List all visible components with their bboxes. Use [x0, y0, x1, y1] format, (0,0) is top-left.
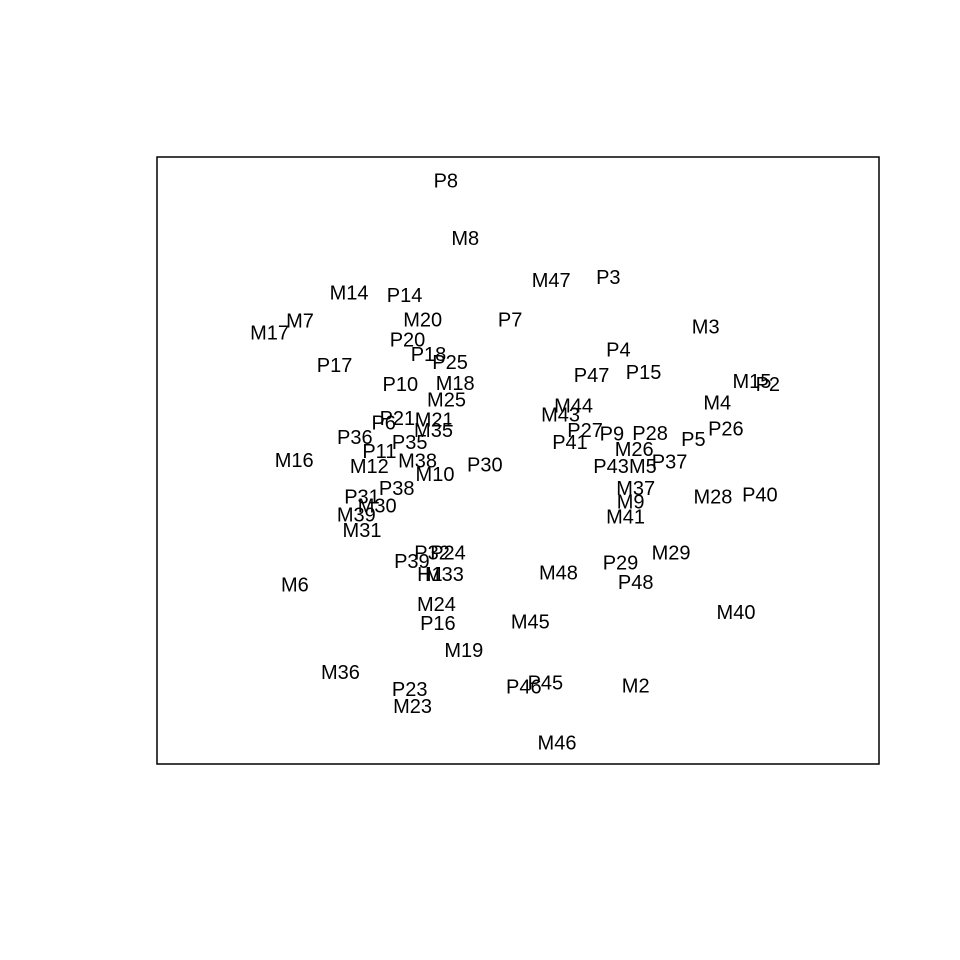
point-label-m5: M5 — [629, 456, 657, 478]
point-label-p24: P24 — [430, 542, 466, 564]
point-label-p45: P45 — [528, 672, 564, 694]
point-label-m35: M35 — [414, 420, 453, 442]
point-label-m16: M16 — [275, 450, 314, 472]
point-label-m47: M47 — [532, 270, 571, 292]
point-label-p41: P41 — [552, 432, 588, 454]
point-label-m25: M25 — [427, 389, 466, 411]
point-label-p39: P39 — [394, 551, 430, 573]
point-label-p38: P38 — [379, 478, 415, 500]
point-label-m23: M23 — [393, 696, 432, 718]
point-label-p4: P4 — [606, 340, 630, 362]
point-label-p9: P9 — [600, 423, 624, 445]
point-label-m39: M39 — [337, 505, 376, 527]
point-label-p18: P18 — [411, 344, 447, 366]
point-label-m31: M31 — [343, 520, 382, 542]
point-label-p32: P32 — [414, 542, 450, 564]
point-label-p28: P28 — [632, 423, 668, 445]
point-label-p27: P27 — [567, 420, 603, 442]
point-label-p40: P40 — [742, 485, 778, 507]
point-label-m41: M41 — [606, 507, 645, 529]
point-label-m43: M43 — [541, 405, 580, 427]
point-label-m24: M24 — [417, 594, 456, 616]
point-label-m19: M19 — [444, 640, 483, 662]
point-label-m46: M46 — [538, 732, 577, 754]
point-label-m2: M2 — [622, 675, 650, 697]
point-label-p31: P31 — [344, 487, 380, 509]
point-label-p5: P5 — [681, 429, 705, 451]
point-label-m6: M6 — [281, 575, 309, 597]
point-label-p14: P14 — [387, 285, 423, 307]
point-label-p6: P6 — [371, 413, 395, 435]
point-label-p46: P46 — [506, 677, 542, 699]
point-label-m21: M21 — [415, 409, 454, 431]
point-label-p25: P25 — [432, 352, 468, 374]
point-label-p43: P43 — [593, 456, 629, 478]
point-label-m12: M12 — [350, 456, 389, 478]
plot-frame — [156, 156, 880, 765]
point-label-m36: M36 — [321, 662, 360, 684]
point-label-p26: P26 — [708, 419, 744, 441]
point-label-h1: H1 — [417, 564, 443, 586]
point-label-p48: P48 — [618, 572, 654, 594]
point-label-m8: M8 — [451, 228, 479, 250]
point-label-m40: M40 — [717, 602, 756, 624]
point-label-p17: P17 — [317, 355, 353, 377]
point-label-m3: M3 — [692, 317, 720, 339]
point-label-p35: P35 — [392, 432, 428, 454]
point-label-p16: P16 — [420, 613, 456, 635]
point-label-m17: M17 — [250, 323, 289, 345]
point-label-p30: P30 — [467, 454, 503, 476]
point-label-p3: P3 — [596, 267, 620, 289]
point-label-m10: M10 — [416, 464, 455, 486]
point-label-p11: P11 — [362, 441, 396, 463]
point-label-m30: M30 — [358, 496, 397, 518]
point-label-p21: P21 — [380, 408, 416, 430]
point-label-p10: P10 — [383, 374, 419, 396]
point-label-p47: P47 — [574, 365, 610, 387]
point-label-m48: M48 — [539, 562, 578, 584]
point-label-m14: M14 — [330, 283, 369, 305]
point-label-m7: M7 — [286, 311, 314, 333]
point-label-p8: P8 — [434, 170, 458, 192]
point-label-p2: P2 — [756, 374, 780, 396]
point-label-m9: M9 — [617, 491, 645, 513]
point-label-p37: P37 — [652, 451, 688, 473]
point-label-p36: P36 — [337, 427, 373, 449]
point-label-m38: M38 — [398, 451, 437, 473]
point-label-p7: P7 — [498, 309, 522, 331]
point-label-m28: M28 — [693, 487, 732, 509]
point-label-p29: P29 — [603, 553, 639, 575]
point-label-m37: M37 — [616, 478, 655, 500]
point-label-m20: M20 — [403, 309, 442, 331]
point-label-m4: M4 — [703, 392, 731, 414]
point-label-m15: M15 — [732, 371, 771, 393]
point-label-p23: P23 — [392, 679, 428, 701]
point-label-p15: P15 — [626, 362, 662, 384]
point-label-p20: P20 — [390, 329, 426, 351]
point-label-m29: M29 — [652, 542, 691, 564]
point-label-m33: M33 — [425, 564, 464, 586]
point-label-m18: M18 — [436, 373, 475, 395]
point-label-m44: M44 — [554, 396, 593, 418]
point-label-m26: M26 — [615, 439, 654, 461]
point-label-m45: M45 — [511, 612, 550, 634]
